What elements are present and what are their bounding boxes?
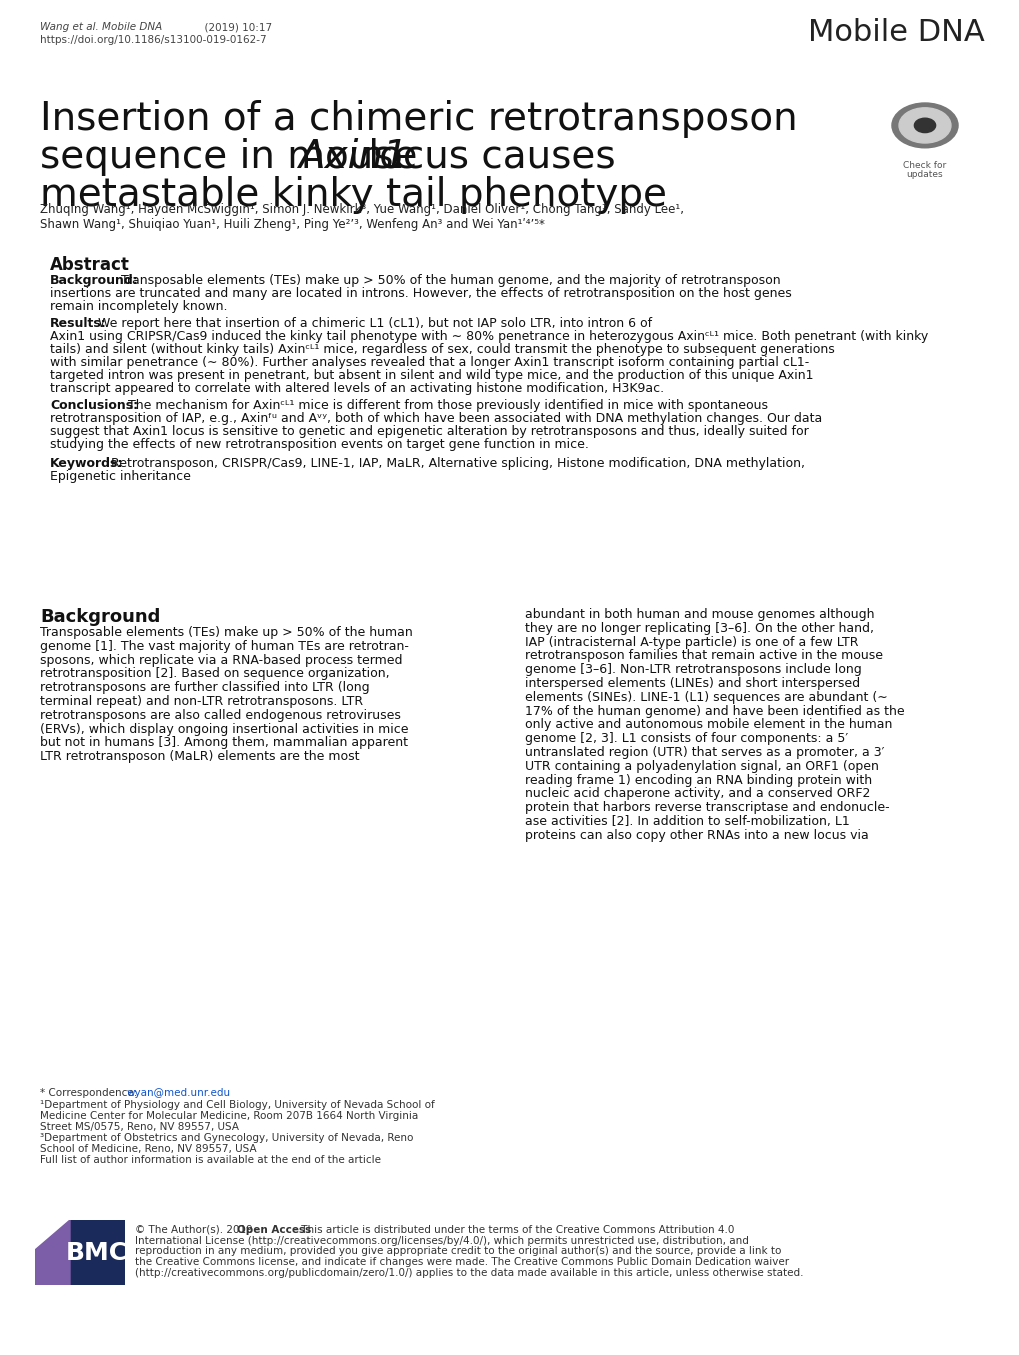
Circle shape: [913, 118, 934, 133]
Text: BMC: BMC: [66, 1241, 128, 1266]
Text: retrotransposition of IAP, e.g., Axinᶠᵘ and Aᵛʸ, both of which have been associa: retrotransposition of IAP, e.g., Axinᶠᵘ …: [50, 412, 821, 425]
Text: only active and autonomous mobile element in the human: only active and autonomous mobile elemen…: [525, 718, 892, 732]
Text: metastable kinky tail phenotype: metastable kinky tail phenotype: [40, 176, 666, 214]
Text: Results:: Results:: [50, 317, 107, 331]
Text: transcript appeared to correlate with altered levels of an activating histone mo: transcript appeared to correlate with al…: [50, 382, 663, 396]
Text: Street MS/0575, Reno, NV 89557, USA: Street MS/0575, Reno, NV 89557, USA: [40, 1122, 238, 1131]
Text: © The Author(s). 2019: © The Author(s). 2019: [135, 1225, 256, 1234]
Text: proteins can also copy other RNAs into a new locus via: proteins can also copy other RNAs into a…: [525, 829, 868, 841]
Text: Wang et al. Mobile DNA: Wang et al. Mobile DNA: [40, 22, 162, 33]
Text: Full list of author information is available at the end of the article: Full list of author information is avail…: [40, 1154, 381, 1165]
Text: (http://creativecommons.org/publicdomain/zero/1.0/) applies to the data made ava: (http://creativecommons.org/publicdomain…: [135, 1267, 803, 1278]
Text: ase activities [2]. In addition to self-mobilization, L1: ase activities [2]. In addition to self-…: [525, 814, 849, 828]
Text: Zhuqing Wang¹, Hayden McSwiggin¹, Simon J. Newkirk³, Yue Wang¹, Daniel Oliver¹, : Zhuqing Wang¹, Hayden McSwiggin¹, Simon …: [40, 203, 684, 215]
Text: ³Department of Obstetrics and Gynecology, University of Nevada, Reno: ³Department of Obstetrics and Gynecology…: [40, 1133, 413, 1144]
Text: genome [3–6]. Non-LTR retrotransposons include long: genome [3–6]. Non-LTR retrotransposons i…: [525, 663, 861, 676]
Text: Open Access: Open Access: [236, 1225, 311, 1234]
Text: abundant in both human and mouse genomes although: abundant in both human and mouse genomes…: [525, 608, 873, 621]
Text: interspersed elements (LINEs) and short interspersed: interspersed elements (LINEs) and short …: [525, 678, 859, 690]
Text: International License (http://creativecommons.org/licenses/by/4.0/), which permi: International License (http://creativeco…: [135, 1236, 748, 1247]
Text: genome [1]. The vast majority of human TEs are retrotran-: genome [1]. The vast majority of human T…: [40, 640, 409, 653]
Text: Open Access: Open Access: [875, 61, 974, 75]
Text: they are no longer replicating [3–6]. On the other hand,: they are no longer replicating [3–6]. On…: [525, 622, 873, 634]
Text: nucleic acid chaperone activity, and a conserved ORF2: nucleic acid chaperone activity, and a c…: [525, 787, 869, 801]
Text: terminal repeat) and non-LTR retrotransposons. LTR: terminal repeat) and non-LTR retrotransp…: [40, 695, 363, 709]
Text: Background: Background: [40, 608, 160, 626]
Text: 17% of the human genome) and have been identified as the: 17% of the human genome) and have been i…: [525, 705, 904, 718]
Text: Transposable elements (TEs) make up > 50% of the human: Transposable elements (TEs) make up > 50…: [40, 626, 413, 640]
Text: Medicine Center for Molecular Medicine, Room 207B 1664 North Virginia: Medicine Center for Molecular Medicine, …: [40, 1111, 418, 1121]
Text: with similar penetrance (∼ 80%). Further analyses revealed that a longer Axin1 t: with similar penetrance (∼ 80%). Further…: [50, 356, 808, 369]
Text: Keywords:: Keywords:: [50, 457, 123, 470]
Text: insertions are truncated and many are located in introns. However, the effects o: insertions are truncated and many are lo…: [50, 287, 791, 299]
Text: retrotransposons are further classified into LTR (long: retrotransposons are further classified …: [40, 682, 369, 694]
Text: We report here that insertion of a chimeric L1 (cL1), but not IAP solo LTR, into: We report here that insertion of a chime…: [94, 317, 651, 331]
Text: sequence in mouse: sequence in mouse: [40, 138, 429, 176]
Text: The mechanism for Axinᶜᴸ¹ mice is different from those previously identified in : The mechanism for Axinᶜᴸ¹ mice is differ…: [124, 398, 767, 412]
Text: School of Medicine, Reno, NV 89557, USA: School of Medicine, Reno, NV 89557, USA: [40, 1144, 257, 1154]
Text: studying the effects of new retrotransposition events on target gene function in: studying the effects of new retrotranspo…: [50, 438, 588, 451]
Text: targeted intron was present in penetrant, but absent in silent and wild type mic: targeted intron was present in penetrant…: [50, 369, 813, 382]
Text: reproduction in any medium, provided you give appropriate credit to the original: reproduction in any medium, provided you…: [135, 1247, 781, 1256]
Text: ¹Department of Physiology and Cell Biology, University of Nevada School of: ¹Department of Physiology and Cell Biolo…: [40, 1100, 434, 1110]
Text: Axin1: Axin1: [298, 138, 408, 176]
Text: but not in humans [3]. Among them, mammalian apparent: but not in humans [3]. Among them, mamma…: [40, 736, 408, 749]
Text: locus causes: locus causes: [356, 138, 615, 176]
Text: LTR retrotransposon (MaLR) elements are the most: LTR retrotransposon (MaLR) elements are …: [40, 751, 359, 763]
Text: UTR containing a polyadenylation signal, an ORF1 (open: UTR containing a polyadenylation signal,…: [525, 760, 878, 772]
Text: genome [2, 3]. L1 consists of four components: a 5′: genome [2, 3]. L1 consists of four compo…: [525, 732, 848, 745]
Text: Check for: Check for: [903, 161, 946, 169]
Text: tails) and silent (without kinky tails) Axinᶜᴸ¹ mice, regardless of sex, could t: tails) and silent (without kinky tails) …: [50, 343, 834, 356]
Text: (2019) 10:17: (2019) 10:17: [172, 22, 272, 33]
Text: Insertion of a chimeric retrotransposon: Insertion of a chimeric retrotransposon: [40, 100, 797, 138]
Text: updates: updates: [906, 171, 943, 179]
Text: sposons, which replicate via a RNA-based process termed: sposons, which replicate via a RNA-based…: [40, 653, 403, 667]
Text: Mobile DNA: Mobile DNA: [807, 18, 984, 47]
Text: Axin1 using CRIPSR/Cas9 induced the kinky tail phenotype with ∼ 80% penetrance i: Axin1 using CRIPSR/Cas9 induced the kink…: [50, 331, 927, 343]
Text: remain incompletely known.: remain incompletely known.: [50, 299, 227, 313]
Text: IAP (intracisternal A-type particle) is one of a few LTR: IAP (intracisternal A-type particle) is …: [525, 635, 858, 649]
Text: the Creative Commons license, and indicate if changes were made. The Creative Co: the Creative Commons license, and indica…: [135, 1257, 789, 1267]
Circle shape: [898, 108, 950, 144]
Circle shape: [891, 103, 957, 148]
Text: Background:: Background:: [50, 274, 139, 287]
Text: https://doi.org/10.1186/s13100-019-0162-7: https://doi.org/10.1186/s13100-019-0162-…: [40, 35, 266, 45]
Text: * Correspondence:: * Correspondence:: [40, 1088, 141, 1098]
Text: retrotransposition [2]. Based on sequence organization,: retrotransposition [2]. Based on sequenc…: [40, 668, 389, 680]
Text: retrotransposons are also called endogenous retroviruses: retrotransposons are also called endogen…: [40, 709, 400, 722]
Text: RESEARCH: RESEARCH: [45, 61, 136, 76]
Text: reading frame 1) encoding an RNA binding protein with: reading frame 1) encoding an RNA binding…: [525, 774, 871, 787]
Polygon shape: [70, 1220, 125, 1285]
Polygon shape: [35, 1220, 70, 1285]
Text: Transposable elements (TEs) make up > 50% of the human genome, and the majority : Transposable elements (TEs) make up > 50…: [117, 274, 780, 287]
Text: retrotransposon families that remain active in the mouse: retrotransposon families that remain act…: [525, 649, 882, 663]
Text: elements (SINEs). LINE-1 (L1) sequences are abundant (∼: elements (SINEs). LINE-1 (L1) sequences …: [525, 691, 887, 703]
Text: Epigenetic inheritance: Epigenetic inheritance: [50, 470, 191, 482]
Text: Abstract: Abstract: [50, 256, 129, 274]
Text: suggest that Axin1 locus is sensitive to genetic and epigenetic alteration by re: suggest that Axin1 locus is sensitive to…: [50, 425, 808, 438]
Text: (ERVs), which display ongoing insertional activities in mice: (ERVs), which display ongoing insertiona…: [40, 722, 408, 736]
Text: Retrotransposon, CRISPR/Cas9, LINE-1, IAP, MaLR, Alternative splicing, Histone m: Retrotransposon, CRISPR/Cas9, LINE-1, IA…: [107, 457, 804, 470]
Text: Conclusions:: Conclusions:: [50, 398, 138, 412]
Text: wyan@med.unr.edu: wyan@med.unr.edu: [127, 1088, 231, 1098]
Text: protein that harbors reverse transcriptase and endonucle-: protein that harbors reverse transcripta…: [525, 801, 889, 814]
Text: untranslated region (UTR) that serves as a promoter, a 3′: untranslated region (UTR) that serves as…: [525, 747, 883, 759]
Text: Shawn Wang¹, Shuiqiao Yuan¹, Huili Zheng¹, Ping Ye²’³, Wenfeng An³ and Wei Yan¹ʹ: Shawn Wang¹, Shuiqiao Yuan¹, Huili Zheng…: [40, 218, 544, 230]
Text: This article is distributed under the terms of the Creative Commons Attribution : This article is distributed under the te…: [298, 1225, 734, 1234]
